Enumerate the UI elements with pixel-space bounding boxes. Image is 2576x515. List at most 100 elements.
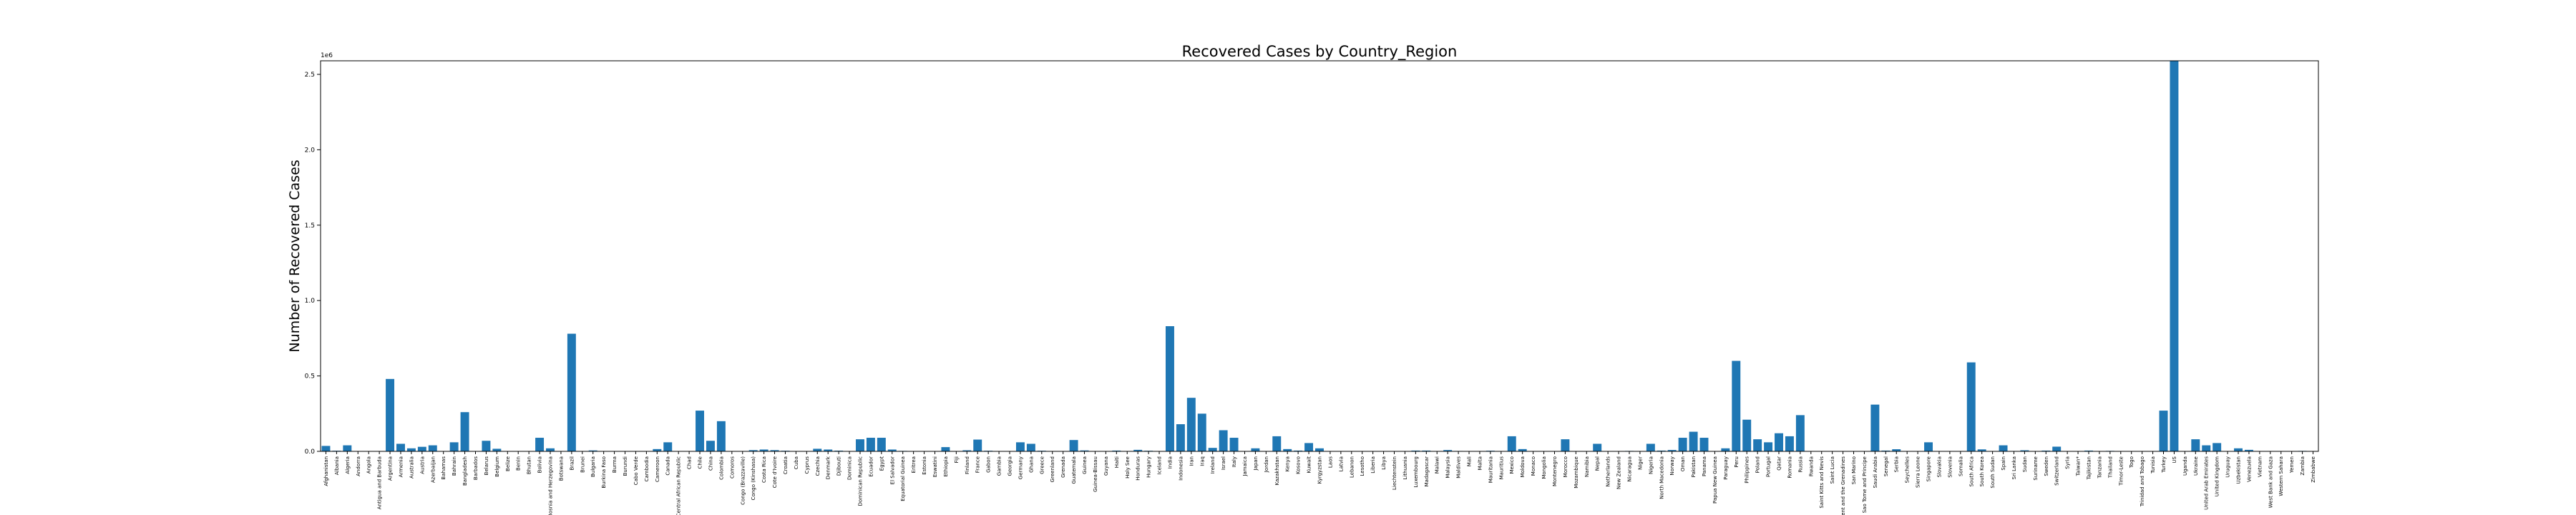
bar [535, 438, 545, 451]
x-tick-label: Slovenia [1947, 456, 1953, 478]
bar [1689, 431, 1698, 451]
x-tick-label: Sierra Leone [1916, 456, 1921, 488]
x-tick-label: Bahamas [441, 456, 447, 480]
x-tick-label: Panama [1702, 456, 1707, 476]
y-tick-label: 2.5 [305, 72, 315, 79]
x-tick-label: El Salvador [889, 456, 895, 484]
bar [1015, 442, 1025, 451]
x-tick-label: Papua New Guinea [1712, 456, 1718, 504]
x-tick-label: Chile [698, 456, 703, 469]
x-tick-label: Bolivia [537, 456, 543, 473]
x-tick-label: Netherlands [1606, 456, 1611, 487]
x-tick-label: Madagascar [1424, 456, 1430, 487]
x-tick-label: Andorra [356, 456, 361, 476]
x-tick-label: Nigeria [1648, 456, 1654, 474]
bar [1732, 360, 1741, 451]
x-tick-label: Montenegro [1552, 456, 1558, 486]
x-tick-label: South Korea [1979, 456, 1985, 486]
x-tick-label: Thailand [2107, 456, 2113, 479]
bar [759, 449, 769, 451]
x-tick-label: Hungary [1146, 456, 1152, 478]
x-tick-label: Algeria [345, 456, 351, 474]
x-tick-label: Spain [2001, 456, 2006, 471]
x-tick-label: Uruguay [2225, 456, 2231, 478]
x-tick-label: Kazakhstan [1274, 456, 1280, 485]
x-tick-label: Czechia [815, 456, 821, 476]
x-tick-label: Mongolia [1541, 456, 1547, 479]
x-tick-label: Brazil [569, 456, 575, 471]
x-tick-label: Burkina Faso [601, 456, 607, 489]
bar [877, 438, 886, 451]
x-tick-label: France [975, 456, 981, 473]
x-tick-label: Sri Lanka [2011, 456, 2017, 479]
x-tick-label: Saint Vincent and the Grenadines [1840, 456, 1846, 515]
x-tick-label: Yemen [2289, 456, 2295, 474]
x-tick-label: Eritrea [911, 456, 917, 473]
x-tick-label: Cote d'Ivoire [772, 456, 778, 488]
x-tick-label: Romania [1787, 456, 1792, 479]
x-tick-label: Barbados [473, 456, 479, 480]
x-tick-label: Japan [1253, 456, 1259, 471]
bar [770, 450, 779, 451]
x-tick-label: Equatorial Guinea [900, 456, 906, 501]
x-tick-label: San Marino [1851, 456, 1857, 484]
x-tick-label: Uganda [2182, 456, 2188, 476]
x-tick-label: Sao Tome and Principe [1862, 456, 1868, 513]
x-tick-label: South Sudan [1990, 456, 1996, 489]
x-tick-label: South Africa [1968, 456, 1974, 487]
x-tick-label: India [1167, 456, 1173, 469]
bar [706, 441, 715, 451]
x-tick-label: Cameroon [655, 456, 660, 482]
x-tick-label: Afghanistan [323, 456, 329, 486]
x-tick-label: Costa Rica [761, 456, 767, 483]
bar [1219, 430, 1228, 451]
y-tick-label: 2.0 [305, 147, 316, 154]
bar [887, 449, 897, 451]
bar [2191, 439, 2200, 451]
x-tick-label: Tajikistan [2086, 456, 2092, 480]
bar [1775, 433, 1783, 451]
x-tick-label: Suriname [2033, 456, 2039, 481]
x-tick-label: Qatar [1777, 456, 1782, 471]
bar [1667, 450, 1677, 451]
x-tick-label: Saudi Arabia [1873, 456, 1878, 488]
x-tick-label: Lesotho [1360, 456, 1365, 476]
bar [748, 450, 758, 451]
x-tick-label: Grenada [1060, 456, 1066, 478]
x-tick-label: Pakistan [1691, 456, 1697, 477]
x-tick-label: United Kingdom [2215, 456, 2220, 496]
x-tick-label: Malaysia [1445, 456, 1451, 479]
x-tick-label: Canada [665, 456, 671, 476]
x-tick-label: Slovakia [1936, 456, 1942, 477]
x-tick-label: Kenya [1285, 456, 1291, 471]
x-tick-label: Mauritius [1498, 456, 1504, 480]
x-tick-label: Cyprus [804, 456, 810, 474]
x-tick-label: Ireland [1210, 456, 1216, 474]
x-tick-label: Tunisia [2150, 456, 2156, 474]
x-tick-label: Egypt [879, 456, 884, 471]
bar [386, 378, 395, 451]
x-tick-label: Monaco [1531, 456, 1536, 476]
bar [1699, 438, 1709, 451]
x-tick-label: Gabon [986, 456, 992, 473]
x-tick-label: Dominican Republic [857, 456, 863, 506]
x-tick-label: Antigua and Barbuda [377, 456, 383, 509]
x-tick-label: Serbia [1894, 456, 1900, 472]
x-tick-label: Malawi [1435, 456, 1440, 474]
x-tick-label: Holy See [1125, 456, 1131, 479]
bar [653, 448, 662, 451]
bar [1742, 419, 1752, 451]
x-tick-label: Jamaica [1242, 456, 1248, 477]
x-tick-label: Congo (Kinshasa) [751, 456, 756, 501]
bar [2170, 61, 2179, 451]
x-tick-label: Portugal [1766, 456, 1772, 477]
x-tick-label: Maldives [1456, 456, 1462, 479]
x-tick-label: Ethiopia [943, 456, 949, 477]
y-tick-label: 1.0 [305, 298, 316, 305]
x-tick-label: Sweden [2044, 456, 2049, 476]
x-tick-label: Azerbaijan [430, 456, 436, 483]
bar [813, 448, 822, 451]
x-tick-label: Timor-Leste [2118, 456, 2124, 486]
bar [824, 449, 833, 451]
x-tick-label: Guinea-Bissau [1093, 456, 1098, 492]
